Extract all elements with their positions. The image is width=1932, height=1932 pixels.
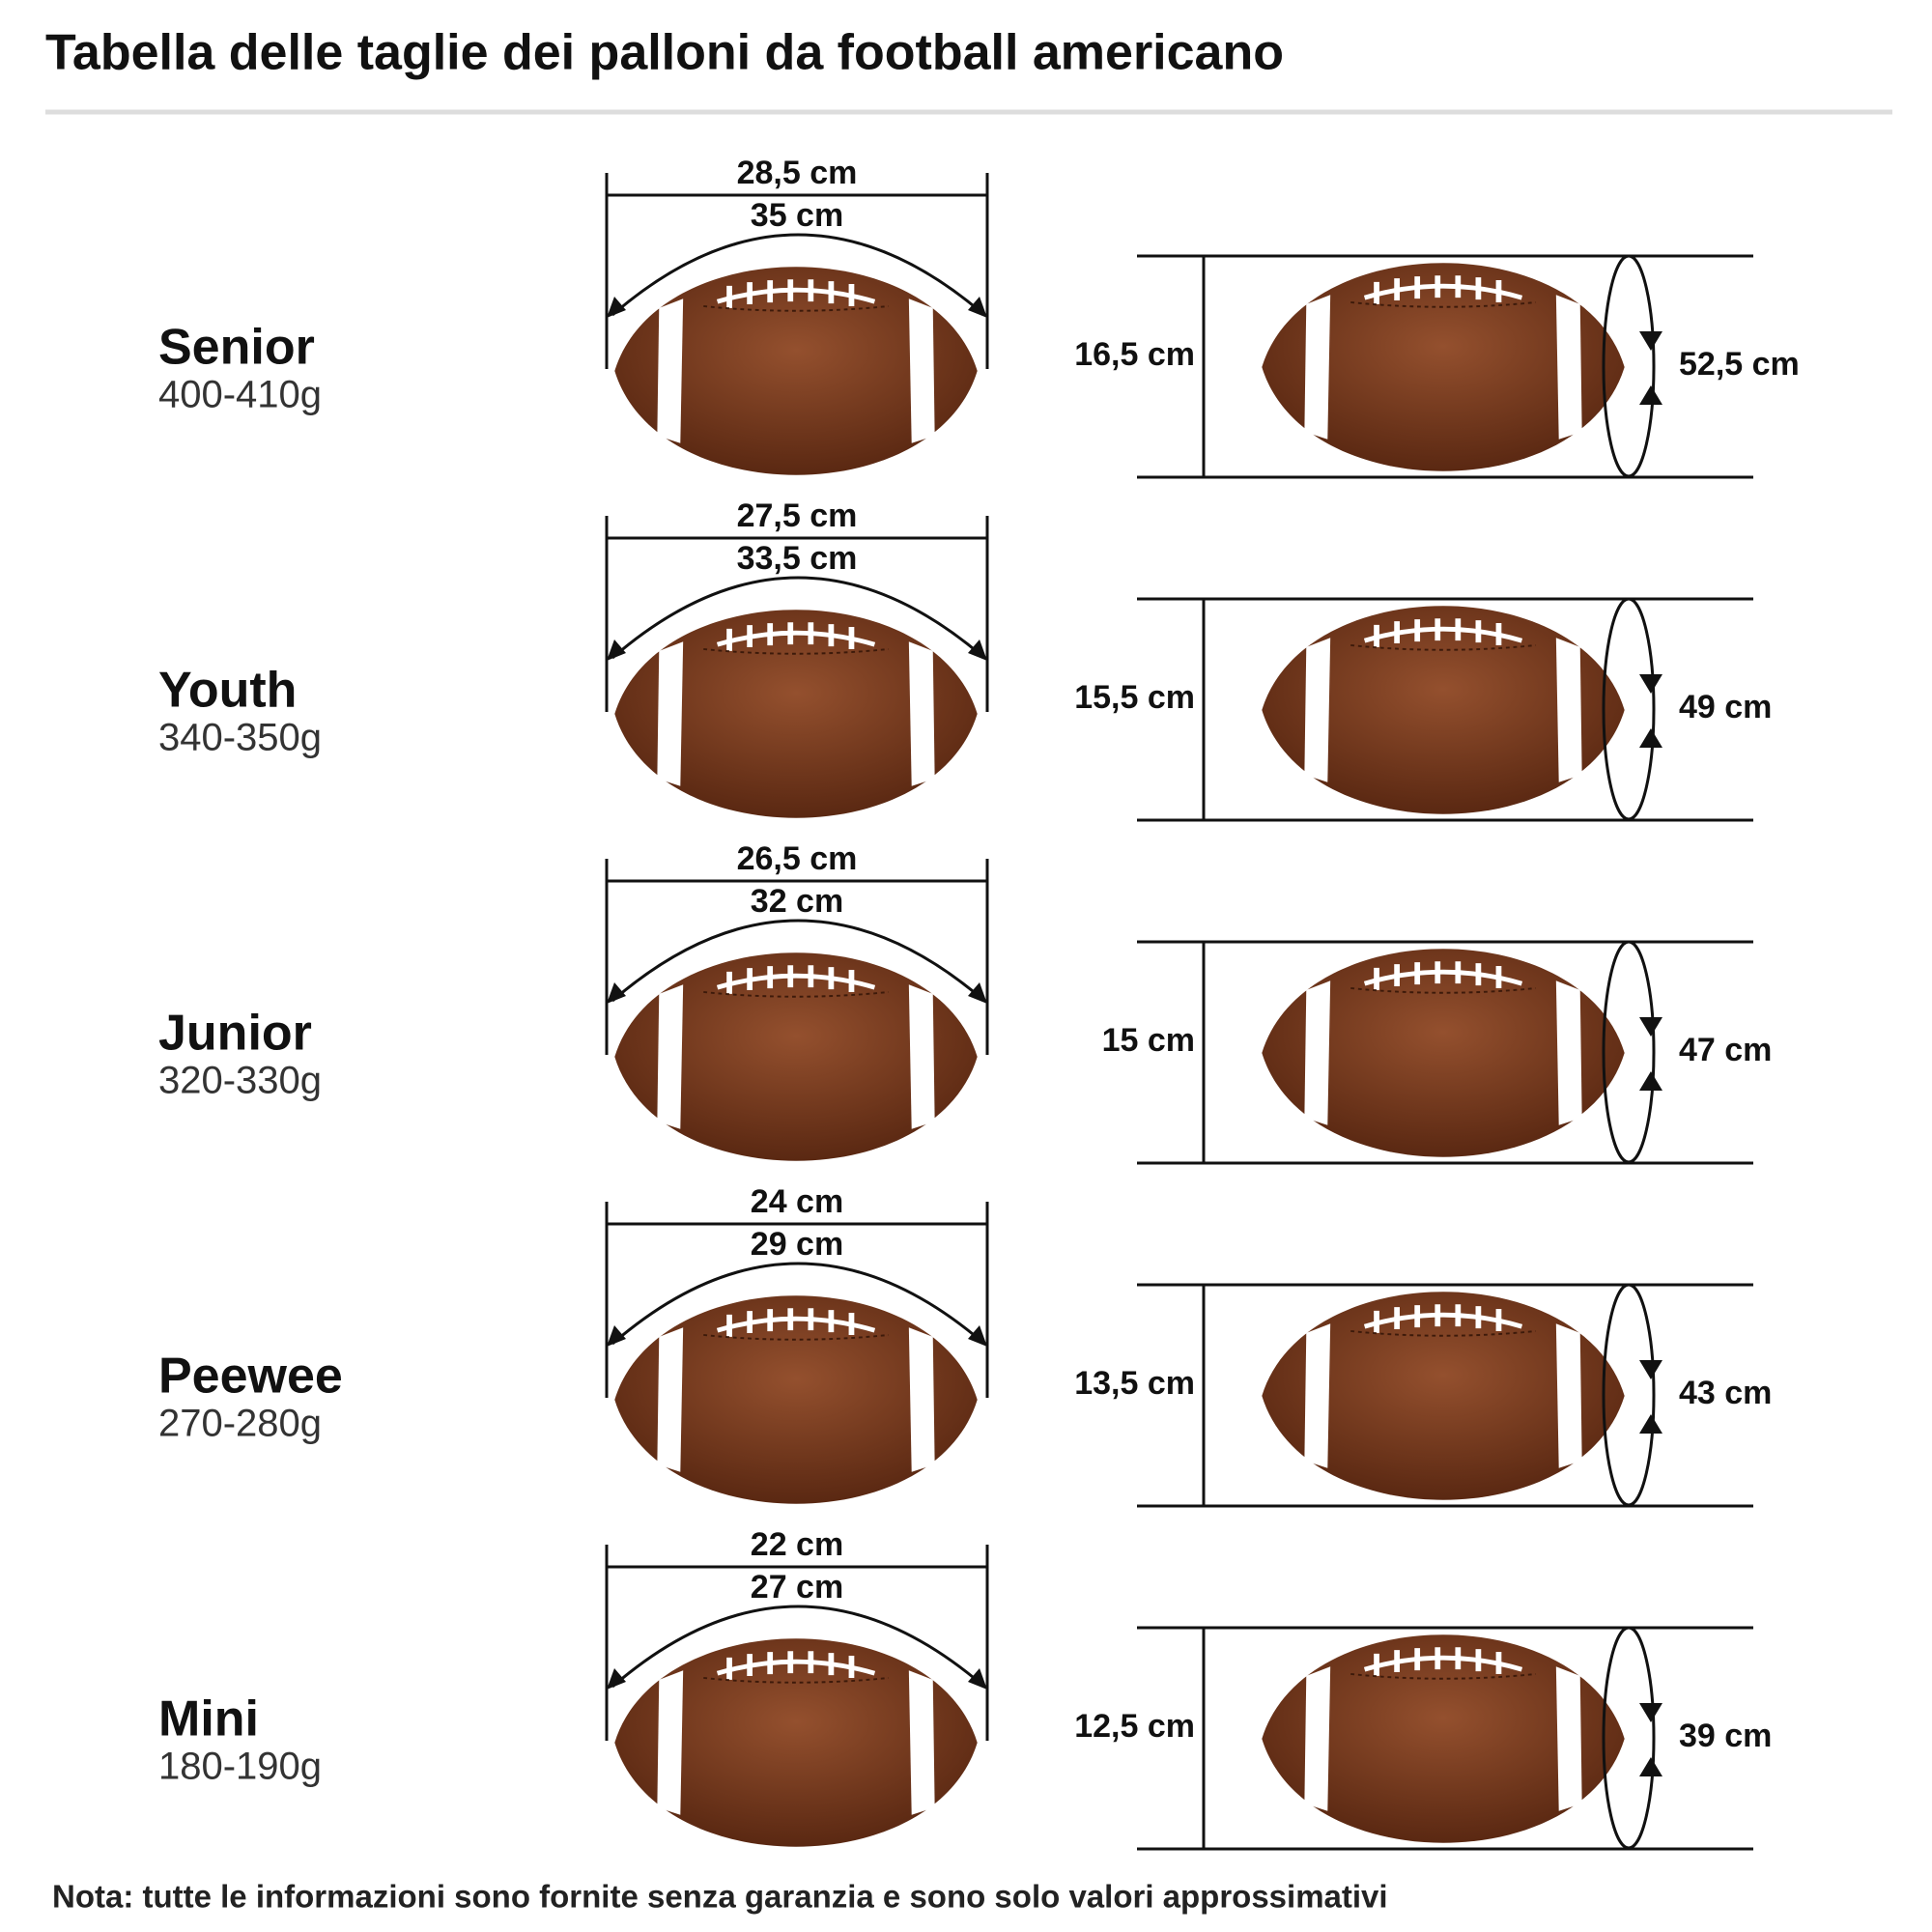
size-weight: 340-350g — [158, 717, 322, 759]
dimension-arc — [611, 1262, 985, 1346]
arrow-head — [968, 1668, 987, 1690]
arrow-head — [968, 639, 987, 661]
size-weight: 180-190g — [158, 1746, 322, 1788]
arrow-head — [1639, 331, 1662, 351]
circumference-label: 43 cm — [1679, 1375, 1772, 1411]
circumference-loop — [1602, 254, 1656, 478]
arrow-head — [1639, 1414, 1662, 1434]
football — [614, 1295, 977, 1503]
arrow-head — [607, 982, 626, 1004]
circumference-loop — [1602, 940, 1656, 1164]
football — [614, 1638, 977, 1846]
arrow-head — [1639, 728, 1662, 748]
height-label: 12,5 cm — [1074, 1708, 1195, 1745]
arrow-head — [1639, 1757, 1662, 1776]
dimension-arc — [611, 576, 985, 660]
football — [1262, 1634, 1624, 1842]
circumference-label: 39 cm — [1679, 1718, 1772, 1754]
title: Tabella delle taglie dei palloni da foot… — [45, 25, 1284, 81]
length-label: 24 cm — [751, 1183, 843, 1220]
football — [1262, 606, 1624, 813]
dimension-arc — [611, 1605, 985, 1689]
arrow-head — [607, 1325, 626, 1347]
circumference-label: 52,5 cm — [1679, 346, 1800, 383]
size-weight: 400-410g — [158, 374, 322, 416]
arrow-head — [1639, 1071, 1662, 1091]
note: Nota: tutte le informazioni sono fornite… — [52, 1879, 1388, 1915]
football — [614, 952, 977, 1160]
height-label: 16,5 cm — [1074, 336, 1195, 373]
size-name: Senior — [158, 320, 315, 376]
height-label: 13,5 cm — [1074, 1365, 1195, 1402]
arrow-head — [1639, 1703, 1662, 1722]
arrow-head — [968, 982, 987, 1004]
size-weight: 320-330g — [158, 1060, 322, 1102]
arrow-head — [607, 1668, 626, 1690]
size-weight: 270-280g — [158, 1403, 322, 1445]
arrow-head — [968, 1325, 987, 1347]
circumference-loop — [1602, 1626, 1656, 1850]
size-name: Junior — [158, 1006, 312, 1062]
arrow-head — [968, 297, 987, 318]
football — [1262, 1292, 1624, 1499]
football — [1262, 949, 1624, 1156]
length-label: 28,5 cm — [737, 155, 858, 191]
arrow-head — [607, 639, 626, 661]
circumference-label: 49 cm — [1679, 689, 1772, 725]
size-name: Mini — [158, 1691, 259, 1747]
circumference-label: 47 cm — [1679, 1032, 1772, 1068]
circumference-loop — [1602, 597, 1656, 821]
circumference-loop — [1602, 1283, 1656, 1507]
long-circumference-label: 27 cm — [751, 1569, 843, 1605]
length-label: 22 cm — [751, 1526, 843, 1563]
dimension-arc — [611, 233, 985, 317]
long-circumference-label: 32 cm — [751, 883, 843, 920]
long-circumference-label: 29 cm — [751, 1226, 843, 1263]
dimension-arc — [611, 919, 985, 1003]
arrow-head — [607, 297, 626, 318]
size-name: Youth — [158, 663, 297, 719]
arrow-head — [1639, 674, 1662, 694]
football — [614, 610, 977, 817]
football — [1262, 263, 1624, 470]
height-label: 15,5 cm — [1074, 679, 1195, 716]
length-label: 26,5 cm — [737, 840, 858, 877]
length-label: 27,5 cm — [737, 497, 858, 534]
arrow-head — [1639, 1017, 1662, 1037]
long-circumference-label: 33,5 cm — [737, 540, 858, 577]
arrow-head — [1639, 1360, 1662, 1379]
long-circumference-label: 35 cm — [751, 197, 843, 234]
size-name: Peewee — [158, 1349, 343, 1405]
height-label: 15 cm — [1102, 1022, 1195, 1059]
arrow-head — [1639, 385, 1662, 405]
football — [614, 267, 977, 474]
